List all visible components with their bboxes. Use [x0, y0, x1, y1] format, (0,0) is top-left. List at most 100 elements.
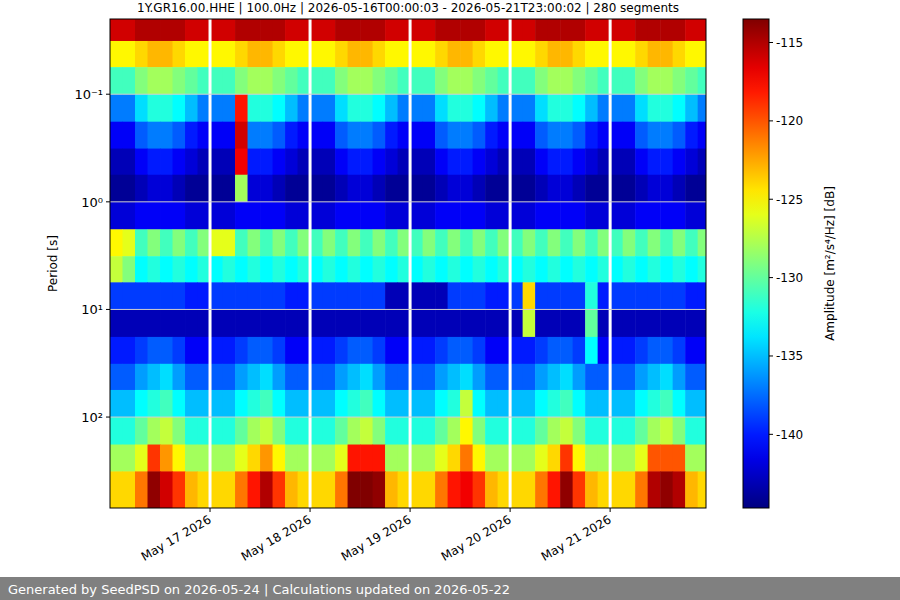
cell	[148, 364, 161, 391]
cell	[573, 390, 586, 418]
cell	[410, 390, 423, 418]
cell	[410, 94, 423, 122]
cell	[210, 417, 223, 445]
cell	[510, 19, 523, 41]
cell	[110, 19, 123, 41]
cell	[423, 417, 436, 445]
cell	[235, 256, 248, 283]
y-tick	[106, 94, 110, 95]
cell	[110, 229, 123, 256]
cell	[223, 445, 236, 472]
colorbar-tick-label: -135	[776, 349, 803, 363]
x-tick-label: May 20 2026	[439, 512, 514, 563]
cell	[123, 471, 136, 508]
cell	[310, 94, 323, 122]
cell	[123, 202, 136, 230]
cell	[460, 417, 473, 445]
cell	[135, 149, 148, 176]
cell	[348, 41, 361, 68]
cell	[335, 122, 348, 149]
cell	[485, 19, 498, 41]
cell	[635, 256, 648, 283]
cell	[473, 67, 486, 95]
cell	[635, 471, 648, 508]
cell	[273, 364, 286, 391]
cell	[673, 364, 686, 391]
cell	[273, 445, 286, 472]
cell	[610, 122, 623, 149]
cell	[373, 67, 386, 95]
cell	[173, 445, 186, 472]
cell	[560, 337, 573, 364]
cell	[673, 445, 686, 472]
cell	[185, 364, 198, 391]
cell	[273, 256, 286, 283]
cell	[110, 417, 123, 445]
cell	[523, 67, 536, 95]
cell	[685, 445, 698, 472]
cell	[248, 282, 261, 310]
cell	[473, 282, 486, 310]
cell	[435, 19, 448, 41]
cell	[610, 67, 623, 95]
cell	[448, 390, 461, 418]
cell	[360, 229, 373, 256]
cell	[548, 19, 561, 41]
cell	[673, 149, 686, 176]
cell	[623, 19, 636, 41]
cell	[660, 256, 673, 283]
cell	[560, 390, 573, 418]
cell	[160, 175, 173, 203]
cell	[260, 471, 273, 508]
cell	[160, 122, 173, 149]
cell	[560, 445, 573, 472]
cell	[160, 94, 173, 122]
cell	[110, 445, 123, 472]
cell	[348, 364, 361, 391]
cell	[223, 471, 236, 508]
cell	[448, 19, 461, 41]
chart: May 17 2026May 18 2026May 19 2026May 20 …	[0, 0, 900, 600]
cell	[373, 337, 386, 364]
cell	[123, 309, 136, 337]
cell	[348, 175, 361, 203]
cell	[560, 471, 573, 508]
cell	[523, 122, 536, 149]
cell	[323, 122, 336, 149]
cell	[123, 229, 136, 256]
cell	[273, 94, 286, 122]
cell	[123, 149, 136, 176]
grid-line-x	[409, 19, 412, 508]
cell	[285, 309, 298, 337]
cell	[135, 19, 148, 41]
cell	[623, 94, 636, 122]
cell	[323, 67, 336, 95]
cell	[235, 364, 248, 391]
cell	[548, 67, 561, 95]
cell	[435, 149, 448, 176]
cell	[610, 364, 623, 391]
cell	[460, 67, 473, 95]
cell	[385, 417, 398, 445]
cell	[285, 417, 298, 445]
cell	[698, 19, 706, 41]
cell	[148, 202, 161, 230]
cell	[360, 445, 373, 472]
cell	[485, 122, 498, 149]
cell	[585, 445, 598, 472]
cell	[635, 229, 648, 256]
cell	[173, 337, 186, 364]
cell	[210, 19, 223, 41]
cell	[260, 256, 273, 283]
x-tick	[310, 508, 311, 512]
cell	[435, 94, 448, 122]
cell	[273, 122, 286, 149]
cell	[148, 337, 161, 364]
cell	[210, 390, 223, 418]
cell	[435, 202, 448, 230]
cell	[698, 390, 706, 418]
cell	[535, 364, 548, 391]
cell	[160, 445, 173, 472]
cell	[623, 149, 636, 176]
cell	[560, 364, 573, 391]
